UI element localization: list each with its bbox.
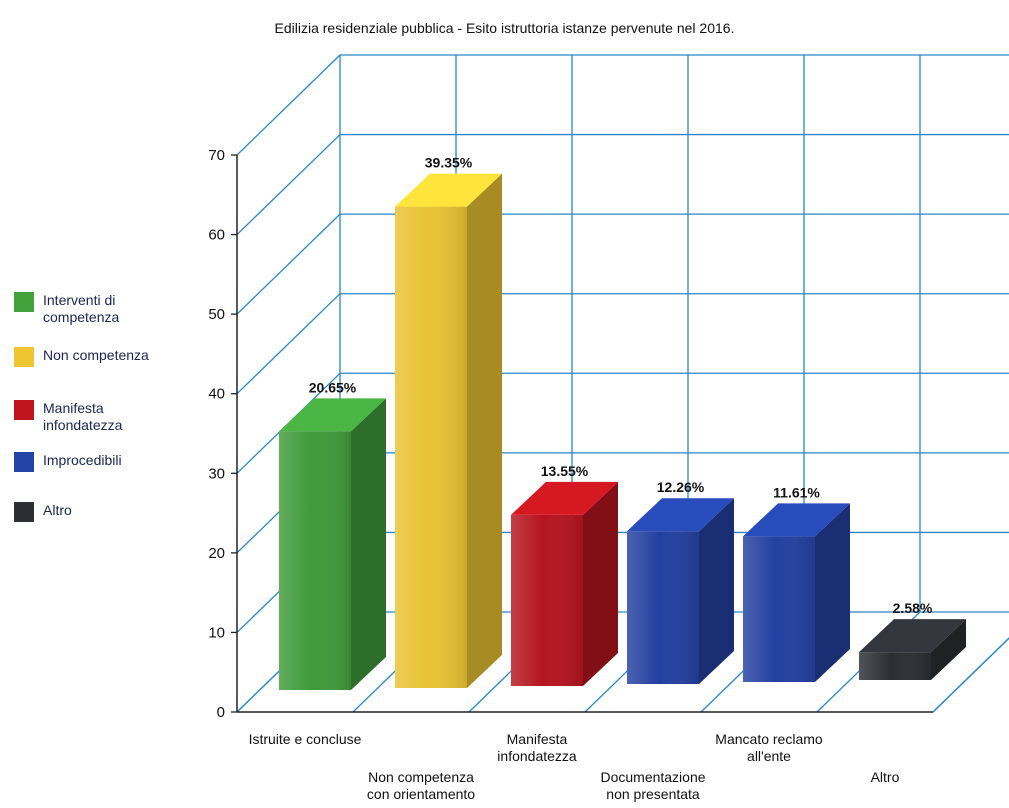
legend-label: Interventi di competenza <box>43 292 120 325</box>
bar-top <box>511 481 618 515</box>
legend-label: Non competenza <box>43 347 149 363</box>
bar <box>859 619 966 680</box>
legend-item: Non competenza <box>14 347 193 367</box>
bar-top <box>395 173 502 207</box>
bar <box>395 173 502 689</box>
y-tick-label: 40 <box>208 386 225 403</box>
bar-shine <box>511 514 583 686</box>
legend-item: Interventi di competenza <box>14 292 193 326</box>
data-label: 11.61% <box>773 484 820 500</box>
y-tick-label: 60 <box>208 227 225 244</box>
data-label: 20.65% <box>309 379 357 395</box>
data-label: 13.55% <box>541 463 589 479</box>
data-label: 2.58% <box>893 600 933 616</box>
bar-top <box>743 503 850 537</box>
floor-edge <box>932 637 1009 713</box>
gridline-side <box>236 54 341 156</box>
legend-item: Manifesta infondatezza <box>14 400 193 434</box>
chart-bars <box>279 173 966 690</box>
chart-labels: 0 10 20 30 40 50 60 70 20.65% 39.35% 13.55% 12.26% 1… <box>208 147 933 802</box>
y-tick-label: 10 <box>208 624 225 641</box>
x-tick-label: Altro <box>871 769 900 785</box>
data-label: 39.35% <box>425 155 473 171</box>
legend-label: Improcedibili <box>43 452 122 468</box>
x-tick-label: Mancato reclamo all'ente <box>715 731 823 764</box>
bar-side <box>815 503 850 682</box>
legend-item: Altro <box>14 502 193 522</box>
x-tick-label: Manifesta infondatezza <box>497 731 577 764</box>
y-tick-label: 20 <box>208 545 225 562</box>
legend-swatch <box>14 400 34 420</box>
gridline-side <box>236 134 341 236</box>
legend-label: Altro <box>43 502 72 518</box>
y-tick-label: 30 <box>208 465 225 482</box>
bar-top <box>627 498 734 532</box>
bar <box>743 503 850 682</box>
bar-side <box>699 498 734 684</box>
legend-swatch <box>14 347 34 367</box>
bar-side <box>467 173 502 689</box>
chart-title: Edilizia residenziale pubblica - Esito i… <box>274 20 735 36</box>
bar-shine <box>279 431 351 690</box>
y-tick-label: 70 <box>208 147 225 164</box>
bar-shine <box>395 206 467 689</box>
gridline-side <box>236 213 341 315</box>
legend-swatch <box>14 452 34 472</box>
bar <box>279 398 386 690</box>
y-tick-label: 0 <box>217 704 225 721</box>
x-tick-label: Documentazione non presentata <box>600 769 705 802</box>
gridline-side <box>236 293 341 395</box>
legend-item: Improcedibili <box>14 452 193 472</box>
bar-side <box>931 619 966 680</box>
bar <box>627 498 734 684</box>
bar-shine <box>743 536 815 682</box>
bar-side <box>351 398 386 690</box>
x-tick-label: Non competenza con orientamento <box>367 769 475 802</box>
bar-top <box>279 398 386 432</box>
x-tick-label: Istruite e concluse <box>249 731 362 747</box>
y-tick-label: 50 <box>208 306 225 323</box>
bar-side <box>583 481 618 686</box>
legend-label: Manifesta infondatezza <box>43 400 123 433</box>
data-label: 12.26% <box>657 479 705 495</box>
bar <box>511 481 618 686</box>
chart-axes <box>231 154 933 713</box>
bar-shine <box>627 531 699 684</box>
bar-top <box>859 619 966 653</box>
legend-swatch <box>14 292 34 312</box>
legend-swatch <box>14 502 34 522</box>
bar-shine <box>859 652 931 680</box>
